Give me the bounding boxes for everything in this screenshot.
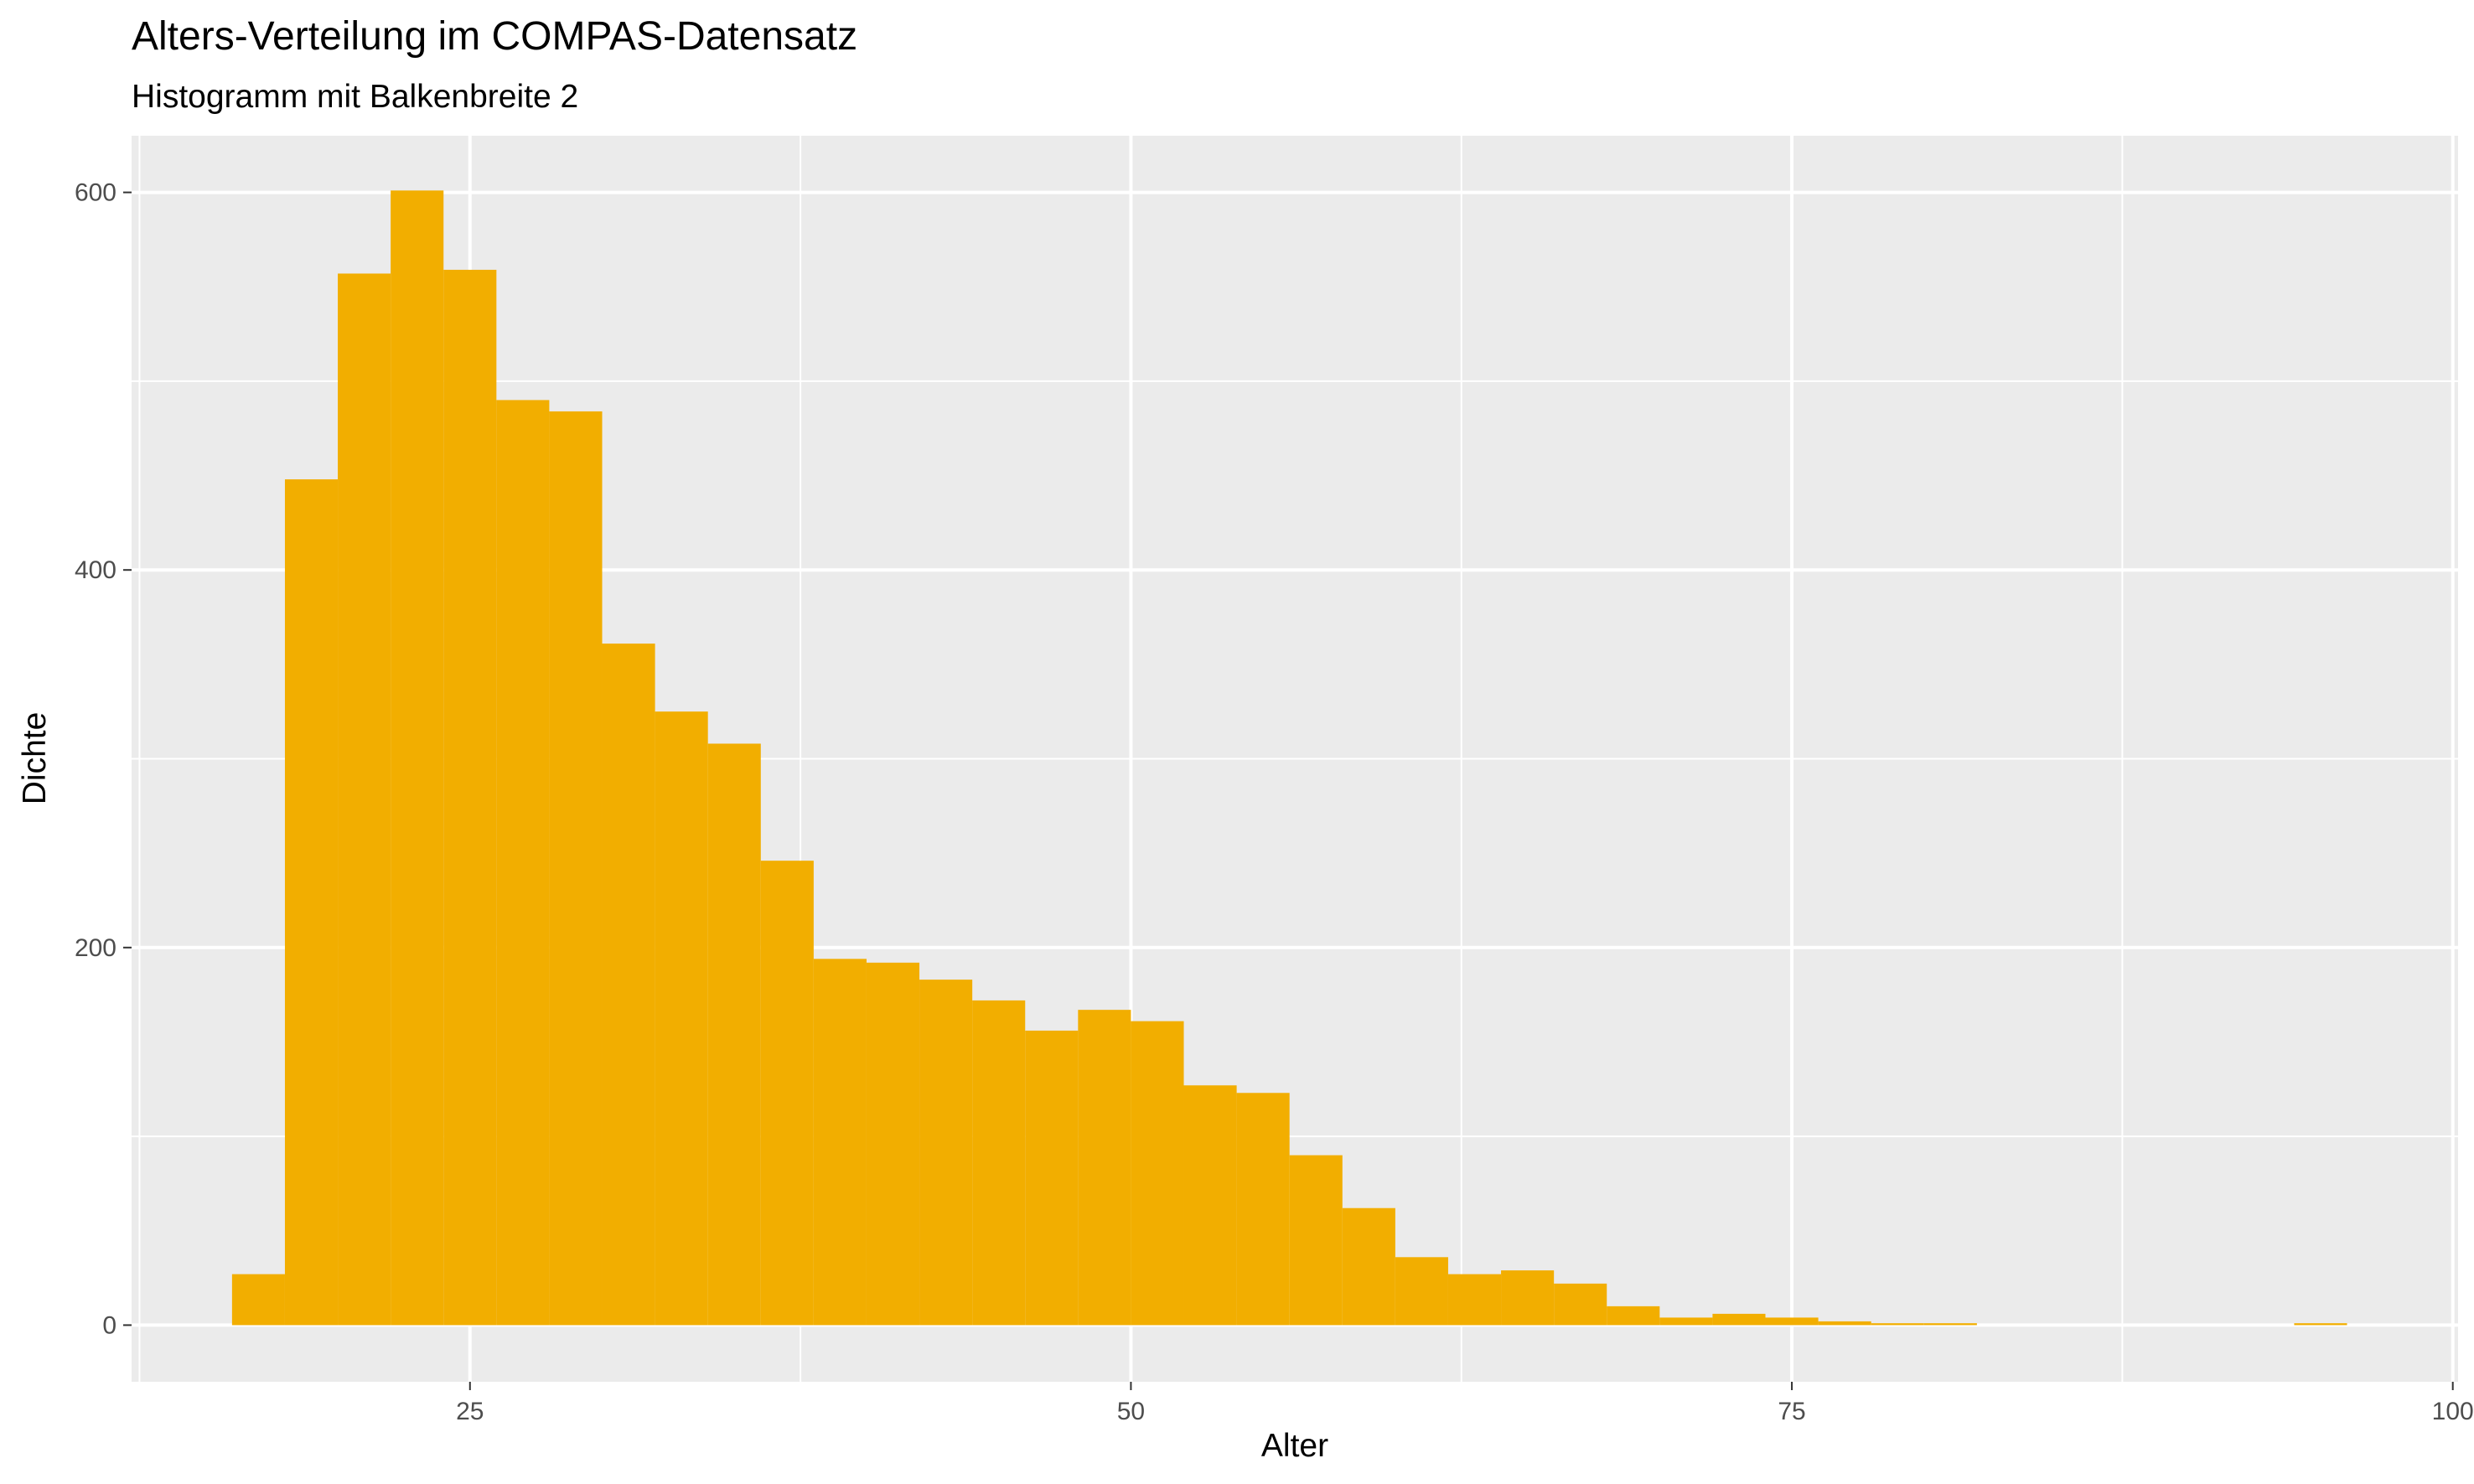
histogram-bar [1765, 1317, 1819, 1326]
histogram-bar [1871, 1323, 1924, 1326]
x-tick-label: 25 [456, 1398, 484, 1425]
histogram-bar [1923, 1323, 1977, 1326]
histogram-bar [1025, 1030, 1079, 1326]
histogram-bar [284, 479, 339, 1326]
histogram-bar [391, 190, 444, 1326]
histogram-bar [1078, 1010, 1131, 1326]
histogram-bar [1342, 1207, 1395, 1326]
histogram-bar [1447, 1274, 1502, 1326]
chart-subtitle: Histogramm mit Balkenbreite 2 [132, 79, 578, 115]
histogram-bar [1395, 1257, 1448, 1326]
histogram-bar [919, 980, 973, 1326]
y-tick-label: 400 [75, 556, 116, 584]
histogram-bar [549, 411, 603, 1326]
x-tick-label: 100 [2432, 1398, 2474, 1425]
y-axis-title: Dichte [17, 712, 53, 805]
histogram-bar [231, 1274, 285, 1326]
histogram-bar [813, 959, 867, 1326]
histogram-bar [1607, 1306, 1660, 1326]
histogram-bar [972, 1000, 1026, 1326]
y-axis: 0 200 400 600 [75, 179, 132, 1339]
histogram-bar [655, 711, 708, 1326]
histogram-bar [1554, 1283, 1607, 1326]
y-tick-label: 600 [75, 179, 116, 207]
histogram-bar [1501, 1270, 1555, 1326]
minor-gridlines [132, 136, 2458, 1382]
histogram-bar [443, 269, 497, 1326]
histogram-bar [1659, 1317, 1713, 1326]
histogram-bar [866, 962, 920, 1326]
histogram-bar [602, 644, 655, 1326]
histogram-bar [338, 273, 391, 1326]
x-tick-label: 75 [1778, 1398, 1805, 1425]
histogram-bar [1183, 1085, 1237, 1326]
histogram-bars [231, 190, 2347, 1326]
y-tick-label: 0 [102, 1311, 116, 1339]
x-axis: 25 50 75 100 [456, 1382, 2474, 1425]
histogram-bar [707, 743, 761, 1326]
x-tick-label: 50 [1117, 1398, 1145, 1425]
histogram-bar [496, 400, 550, 1326]
histogram-bar [1131, 1021, 1184, 1326]
histogram-bar [2294, 1323, 2347, 1326]
histogram-bar [1712, 1313, 1766, 1326]
x-axis-title: Alter [1261, 1428, 1328, 1464]
histogram-bar [760, 861, 814, 1326]
histogram-bar [1236, 1093, 1290, 1326]
chart-title: Alters-Verteilung im COMPAS-Datensatz [132, 14, 857, 59]
histogram-bar [1818, 1321, 1871, 1326]
y-tick-label: 200 [75, 934, 116, 962]
histogram-bar [1289, 1155, 1343, 1326]
